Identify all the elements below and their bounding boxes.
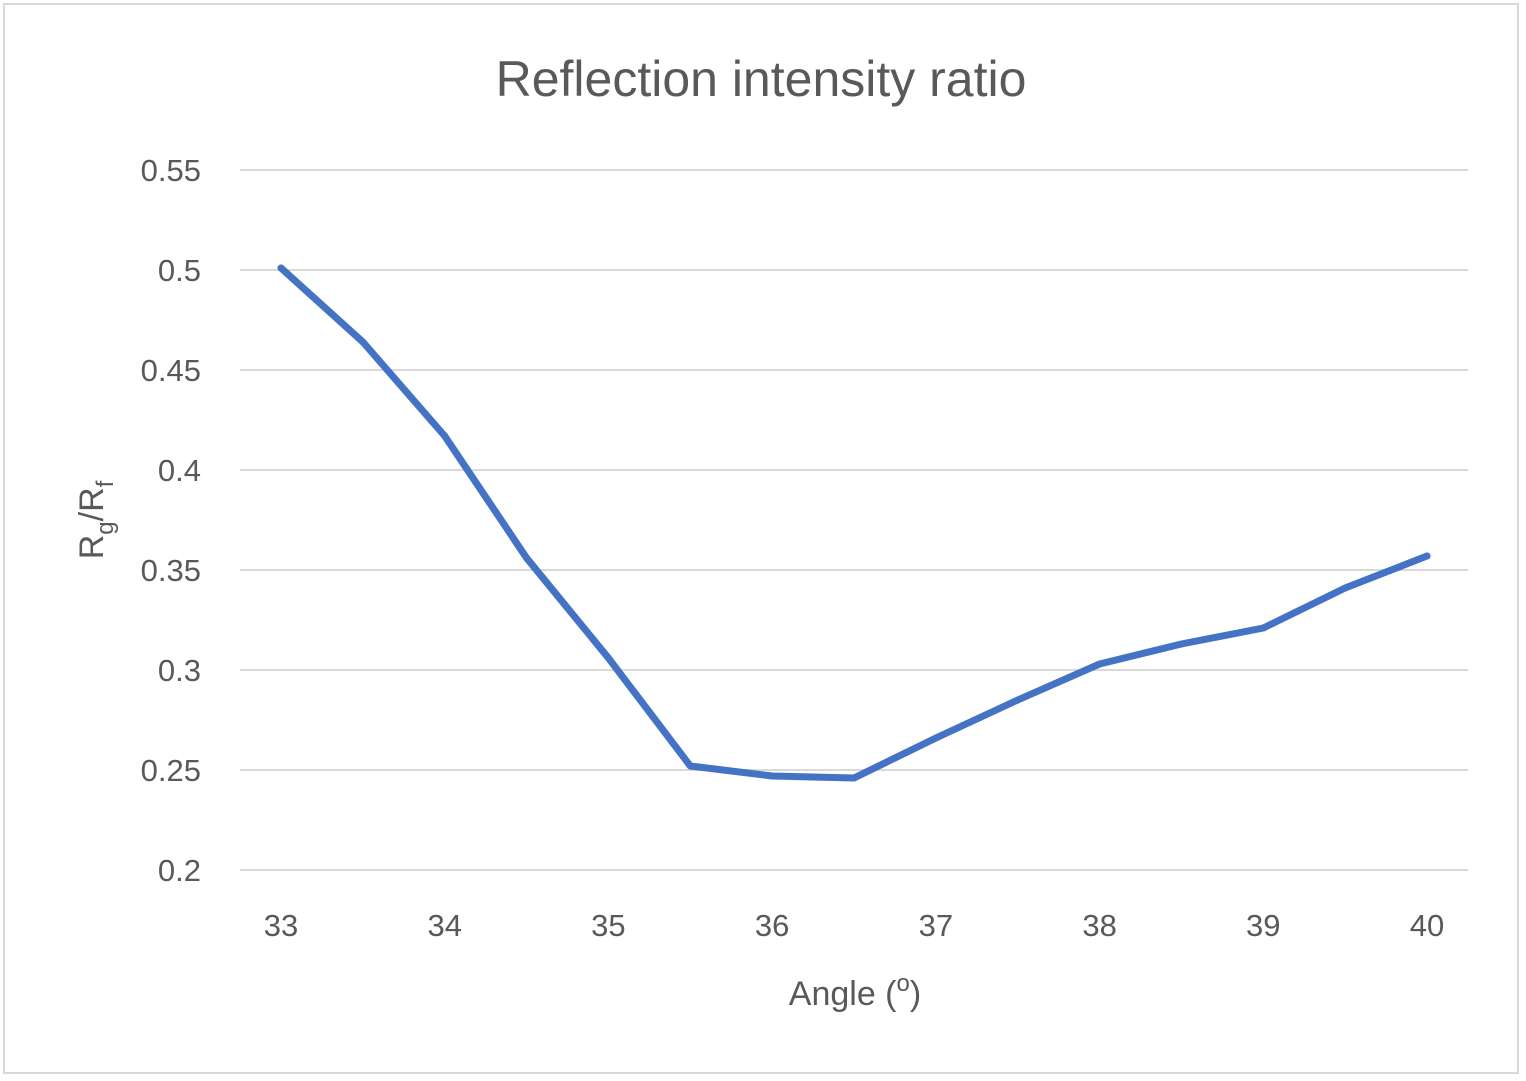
y-tick-label: 0.55 [141, 153, 201, 188]
data-point [1096, 660, 1104, 668]
x-tick-labels: 33 34 35 36 37 38 39 40 [264, 908, 1444, 943]
x-axis-title-sup: o [897, 970, 910, 997]
x-axis-title-close: ) [910, 975, 921, 1013]
x-tick-label: 34 [427, 908, 461, 943]
y-axis-title-sub-f: f [92, 480, 119, 487]
x-tick-label: 39 [1246, 908, 1280, 943]
chart-frame [3, 3, 1519, 1074]
y-axis-title-slash-r: /R [73, 487, 111, 521]
y-tick-label: 0.25 [141, 753, 201, 788]
x-axis-title: Angle (o) [789, 970, 921, 1013]
data-point [850, 774, 858, 782]
x-tick-label: 37 [919, 908, 953, 943]
data-point [441, 432, 449, 440]
x-tick-label: 36 [755, 908, 789, 943]
y-axis-title-r: R [73, 535, 111, 560]
x-tick-label: 33 [264, 908, 298, 943]
x-tick-label: 35 [591, 908, 625, 943]
data-point [932, 734, 940, 742]
data-point [277, 264, 285, 272]
data-point [768, 772, 776, 780]
x-tick-label: 40 [1410, 908, 1444, 943]
data-point [359, 338, 367, 346]
series-line [277, 264, 1431, 782]
data-point [686, 762, 694, 770]
x-axis-title-main: Angle ( [789, 975, 897, 1013]
data-point [1014, 696, 1022, 704]
x-tick-label: 38 [1082, 908, 1116, 943]
y-tick-label: 0.35 [141, 553, 201, 588]
data-point [1259, 624, 1267, 632]
y-tick-label: 0.5 [158, 253, 201, 288]
data-point [1177, 640, 1185, 648]
y-tick-label: 0.2 [158, 853, 201, 888]
y-axis-title: Rg/Rf [73, 480, 119, 559]
y-tick-labels: 0.2 0.25 0.3 0.35 0.4 0.45 0.5 0.55 [141, 153, 201, 888]
chart-title: Reflection intensity ratio [496, 51, 1027, 107]
series-layer [277, 264, 1431, 782]
data-point [1341, 584, 1349, 592]
data-point [604, 654, 612, 662]
y-tick-label: 0.45 [141, 353, 201, 388]
gridlines [240, 169, 1468, 871]
y-tick-label: 0.4 [158, 453, 201, 488]
y-axis-title-sub-g: g [92, 521, 119, 534]
data-point [523, 554, 531, 562]
data-point [1423, 552, 1431, 560]
y-tick-label: 0.3 [158, 653, 201, 688]
